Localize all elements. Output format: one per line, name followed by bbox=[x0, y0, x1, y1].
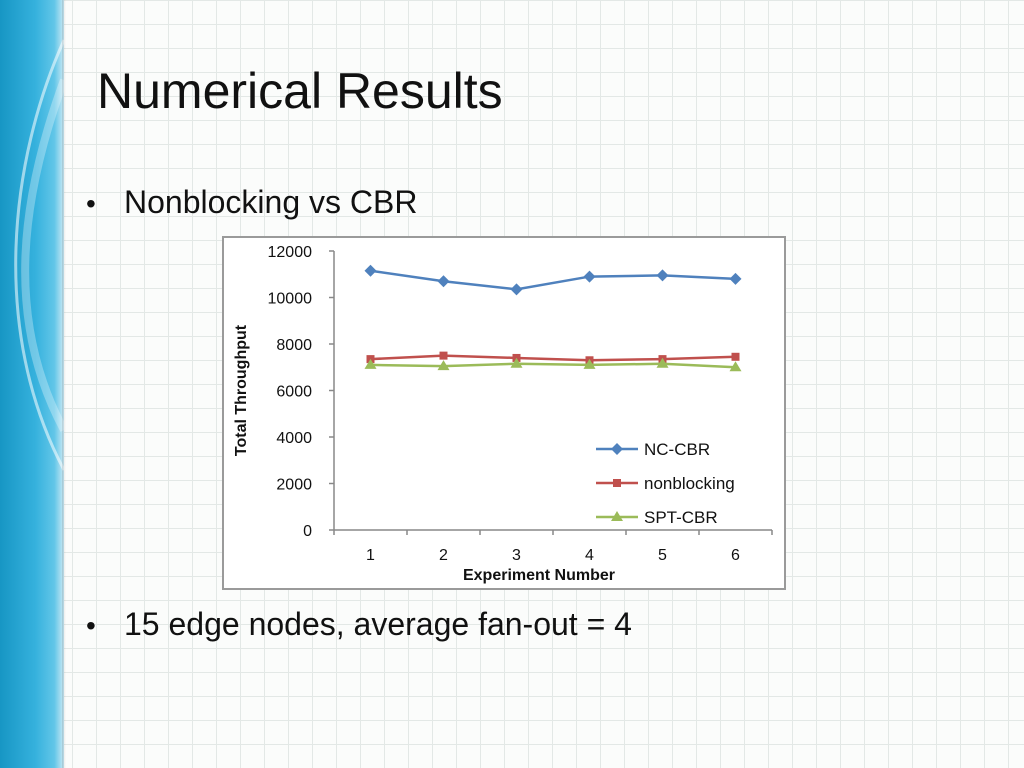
legend: NC-CBR nonblocking SPT-CBR bbox=[596, 440, 735, 527]
nc-cbr-point bbox=[583, 270, 596, 283]
spt-cbr-point bbox=[729, 361, 742, 372]
bullet-marker: • bbox=[86, 188, 96, 219]
slide-title: Numerical Results bbox=[97, 63, 503, 119]
nc-cbr-point bbox=[510, 283, 523, 296]
series-lines bbox=[364, 264, 742, 372]
x-tick-label: 2 bbox=[439, 547, 448, 564]
x-tick-label: 3 bbox=[512, 547, 521, 564]
spt-cbr-line bbox=[370, 362, 736, 369]
y-tick-label: 4000 bbox=[276, 430, 312, 447]
legend-label: SPT-CBR bbox=[644, 508, 718, 527]
series-spt-cbr bbox=[364, 357, 742, 372]
legend-item-nonblocking: nonblocking bbox=[596, 474, 735, 493]
series-nonblocking bbox=[366, 351, 740, 365]
legend-marker bbox=[611, 443, 623, 455]
bullet-text: 15 edge nodes, average fan-out = 4 bbox=[124, 606, 632, 642]
bullet-item: • Nonblocking vs CBR bbox=[86, 184, 417, 221]
nc-cbr-point bbox=[729, 272, 742, 285]
x-axis-title: Experiment Number bbox=[463, 567, 615, 584]
nonblocking-line bbox=[370, 354, 736, 362]
bullet-item: • 15 edge nodes, average fan-out = 4 bbox=[86, 606, 632, 643]
legend-marker bbox=[613, 479, 621, 487]
y-tick-label: 6000 bbox=[276, 384, 312, 401]
bullet-marker: • bbox=[86, 610, 96, 641]
y-tick-label: 10000 bbox=[268, 291, 313, 308]
bullet-text: Nonblocking vs CBR bbox=[124, 184, 418, 220]
spt-cbr-point bbox=[510, 357, 523, 368]
nc-cbr-point bbox=[437, 275, 450, 288]
y-axis-title: Total Throughput bbox=[233, 324, 250, 456]
side-band-shadow bbox=[62, 0, 66, 768]
nc-cbr-line bbox=[370, 269, 736, 291]
x-tick-label: 6 bbox=[731, 547, 740, 564]
spt-cbr-point bbox=[437, 360, 450, 371]
legend-label: NC-CBR bbox=[644, 440, 710, 459]
legend-item-nc-cbr: NC-CBR bbox=[596, 440, 710, 459]
y-tick-label: 2000 bbox=[276, 477, 312, 494]
y-tick-label: 8000 bbox=[276, 337, 312, 354]
series-nc-cbr bbox=[364, 264, 742, 296]
nc-cbr-point bbox=[364, 264, 377, 277]
nonblocking-point bbox=[439, 351, 448, 360]
x-tick-label: 1 bbox=[366, 547, 375, 564]
chart-container: 0 2000 4000 6000 8000 10000 12000 1 2 3 4 5 6 Total… bbox=[222, 236, 786, 590]
y-axis: 0 2000 4000 6000 8000 10000 12000 bbox=[268, 244, 335, 540]
spt-cbr-point bbox=[656, 357, 669, 368]
side-band-swoosh bbox=[14, 39, 64, 471]
legend-marker bbox=[611, 511, 623, 521]
spt-cbr-point bbox=[583, 358, 596, 369]
decorative-side-band bbox=[0, 0, 64, 768]
y-tick-label: 0 bbox=[303, 523, 312, 540]
spt-cbr-point bbox=[364, 358, 377, 369]
legend-label: nonblocking bbox=[644, 474, 735, 493]
x-tick-label: 4 bbox=[585, 547, 594, 564]
throughput-line-chart: 0 2000 4000 6000 8000 10000 12000 1 2 3 4 5 6 Total… bbox=[233, 244, 773, 584]
x-tick-label: 5 bbox=[658, 547, 667, 564]
legend-item-spt-cbr: SPT-CBR bbox=[596, 508, 718, 527]
y-tick-label: 12000 bbox=[268, 244, 313, 261]
nonblocking-point bbox=[731, 352, 740, 361]
x-axis: 1 2 3 4 5 6 bbox=[333, 529, 773, 564]
nc-cbr-point bbox=[656, 269, 669, 282]
